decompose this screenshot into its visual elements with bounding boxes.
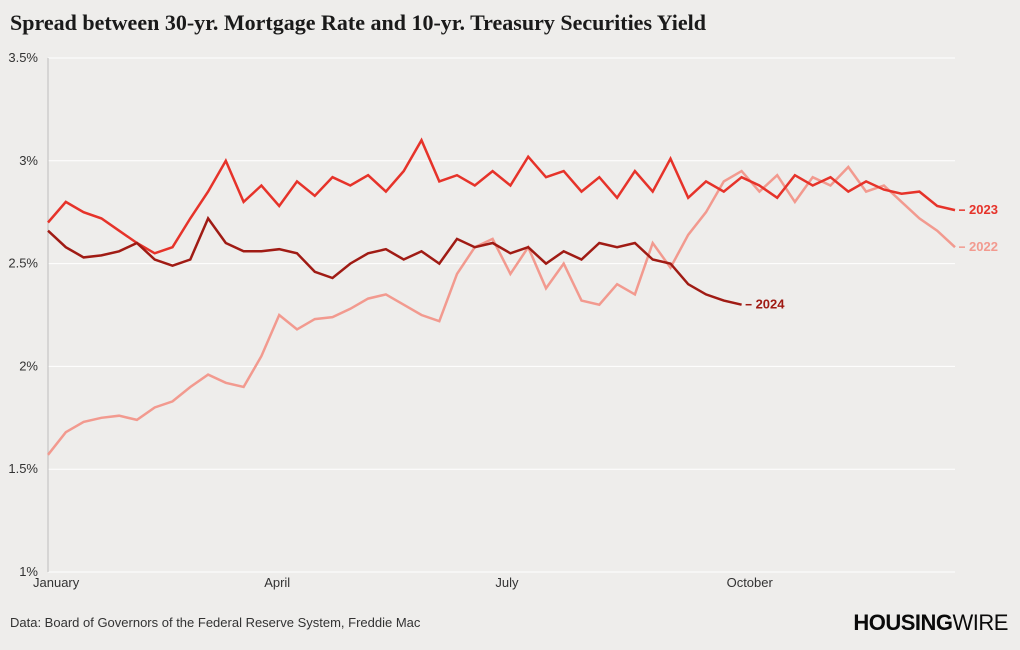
brand-logo: HOUSINGWIRE xyxy=(853,610,1008,636)
series-label-2023: 2023 xyxy=(969,202,998,217)
series-line-2022 xyxy=(48,167,955,455)
chart-title: Spread between 30-yr. Mortgage Rate and … xyxy=(10,10,706,36)
data-source-footer: Data: Board of Governors of the Federal … xyxy=(10,615,420,630)
y-axis-tick-label: 2% xyxy=(19,358,38,373)
line-chart: 1%1.5%2%2.5%3%3.5%JanuaryAprilJulyOctobe… xyxy=(0,50,1020,595)
series-line-2023 xyxy=(48,140,955,253)
series-line-2024 xyxy=(48,218,742,304)
y-axis-tick-label: 3.5% xyxy=(8,50,38,65)
series-label-2024: 2024 xyxy=(756,297,786,312)
y-axis-tick-label: 1.5% xyxy=(8,461,38,476)
brand-part-b: WIRE xyxy=(953,610,1008,635)
y-axis-tick-label: 2.5% xyxy=(8,256,38,271)
x-axis-tick-label: July xyxy=(495,575,519,590)
chart-container: Spread between 30-yr. Mortgage Rate and … xyxy=(0,0,1020,650)
brand-part-a: HOUSING xyxy=(853,610,952,635)
y-axis-tick-label: 3% xyxy=(19,153,38,168)
x-axis-tick-label: April xyxy=(264,575,290,590)
x-axis-tick-label: January xyxy=(33,575,80,590)
x-axis-tick-label: October xyxy=(727,575,774,590)
series-label-2022: 2022 xyxy=(969,239,998,254)
